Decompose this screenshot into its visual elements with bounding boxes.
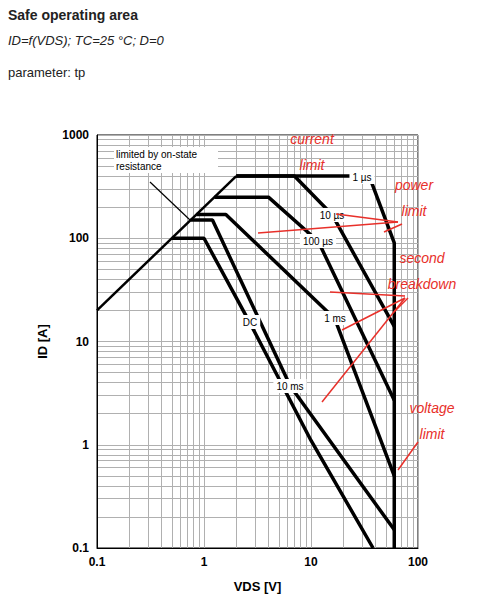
svg-text:DC: DC [243,317,257,328]
svg-text:0.1: 0.1 [72,541,89,555]
svg-text:limit: limit [402,203,428,219]
svg-text:current: current [290,131,335,147]
svg-text:1: 1 [82,438,89,452]
svg-text:10: 10 [76,335,90,349]
svg-text:Safe operating area: Safe operating area [8,7,138,23]
svg-text:100 µs: 100 µs [303,236,333,247]
svg-text:VDS [V]: VDS [V] [234,579,282,594]
svg-text:1: 1 [201,555,208,569]
svg-text:parameter: tp: parameter: tp [8,65,85,80]
svg-text:limit: limit [300,157,326,173]
svg-text:1 ms: 1 ms [324,313,346,324]
svg-text:100: 100 [408,555,428,569]
svg-text:100: 100 [69,231,89,245]
svg-text:limit: limit [420,426,446,442]
svg-text:0.1: 0.1 [89,555,106,569]
svg-text:10 ms: 10 ms [276,381,303,392]
svg-text:resistance: resistance [116,161,162,172]
svg-text:1 µs: 1 µs [352,172,371,183]
svg-text:power: power [394,177,434,193]
svg-text:10 µs: 10 µs [319,209,345,221]
svg-text:ID=f(VDS); TC=25 °C; D=0: ID=f(VDS); TC=25 °C; D=0 [8,33,165,48]
svg-text:1000: 1000 [62,128,89,142]
svg-text:breakdown: breakdown [388,276,457,292]
svg-text:limited by on-state: limited by on-state [116,149,200,160]
svg-text:second: second [399,250,445,266]
svg-text:voltage: voltage [409,400,454,416]
svg-text:ID [A]: ID [A] [35,324,50,359]
svg-text:10: 10 [304,555,318,569]
